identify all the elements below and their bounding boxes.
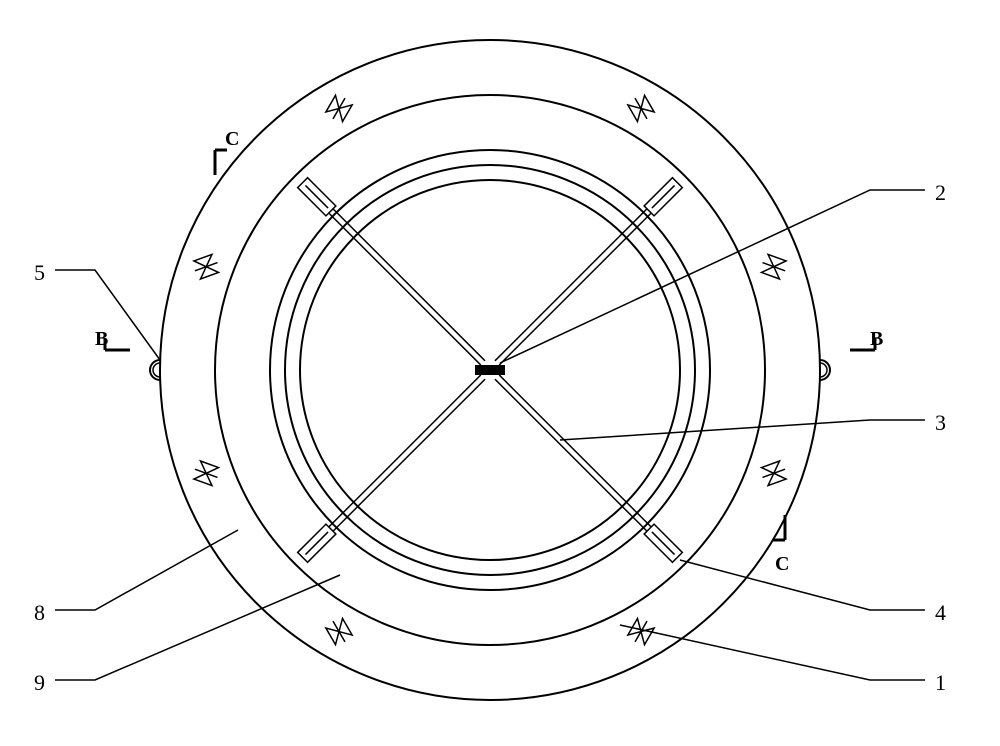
callout-label-1: 1 (935, 670, 946, 695)
spoke-line (495, 191, 665, 361)
callout-leader-3 (560, 420, 925, 440)
section-marker-label: C (775, 553, 789, 575)
callout-leader-1 (620, 625, 925, 680)
callout-label-2: 2 (935, 180, 946, 205)
section-marker-label: B (95, 328, 108, 350)
valve-icon (192, 254, 221, 280)
spoke-line (499, 195, 669, 365)
valve-icon (325, 93, 354, 123)
callout-label-3: 3 (935, 410, 946, 435)
center-hub (475, 365, 505, 375)
callout-leader-9 (55, 575, 340, 680)
spoke-line (499, 375, 669, 545)
valve-icon (192, 460, 221, 486)
callout-label-9: 9 (34, 670, 45, 695)
callout-label-5: 5 (34, 260, 45, 285)
callout-label-4: 4 (935, 600, 946, 625)
lug-inner (153, 363, 160, 377)
callout-label-8: 8 (34, 600, 45, 625)
valve-icon (627, 93, 656, 123)
callout-leader-2 (500, 190, 925, 363)
spoke-line (315, 379, 485, 549)
spoke-line (311, 195, 481, 365)
engineering-diagram: B B C C 2 3 4 1 5 8 9 (0, 0, 1000, 741)
spoke-line (311, 375, 481, 545)
valve-icon (759, 254, 788, 280)
valve-icon (759, 460, 788, 486)
callout-leader-8 (55, 530, 238, 610)
section-marker-label: C (225, 128, 239, 150)
section-marker-label: B (870, 328, 883, 350)
spoke-line (495, 379, 665, 549)
callout-leader-4 (680, 560, 925, 610)
spoke-line (315, 191, 485, 361)
lug-inner (820, 363, 827, 377)
valve-icon (325, 616, 354, 646)
